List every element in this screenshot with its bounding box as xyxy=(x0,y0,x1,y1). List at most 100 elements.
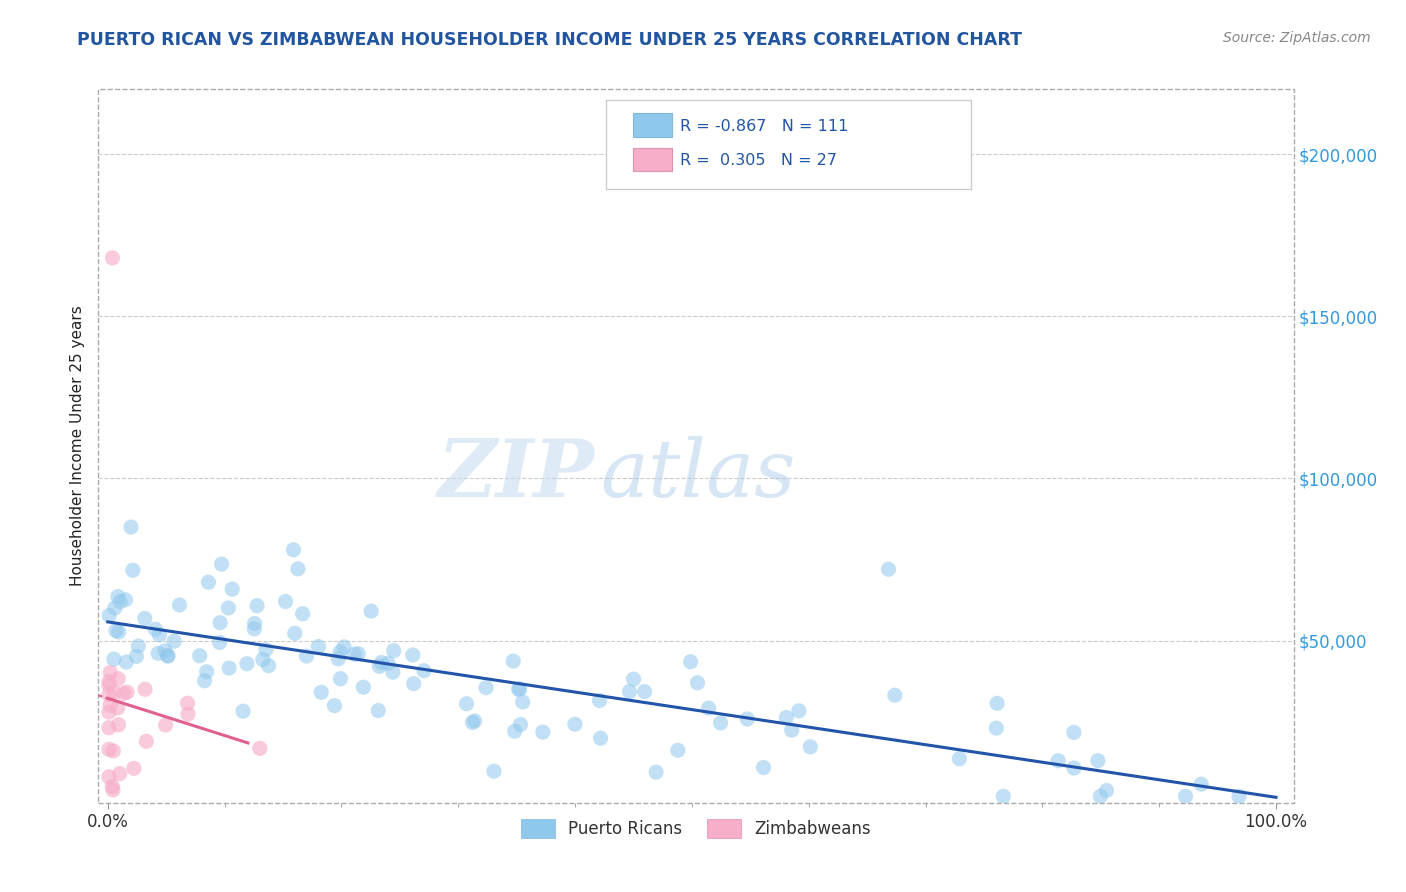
Point xyxy=(156,649,179,664)
Point xyxy=(145,622,167,636)
Point xyxy=(291,607,314,621)
Point xyxy=(329,672,352,686)
Point xyxy=(883,688,905,702)
Point xyxy=(243,616,266,631)
Point xyxy=(249,741,271,756)
Point xyxy=(134,611,156,625)
Point xyxy=(370,656,392,670)
Point xyxy=(105,624,128,638)
Point xyxy=(209,615,232,630)
Point xyxy=(274,594,297,608)
Point xyxy=(413,664,436,678)
Point xyxy=(114,592,136,607)
Point xyxy=(177,707,200,722)
Point xyxy=(103,744,125,758)
Point xyxy=(236,657,259,671)
Point xyxy=(623,672,645,686)
Point xyxy=(482,764,505,779)
Point xyxy=(148,628,170,642)
Text: R =  0.305   N = 27: R = 0.305 N = 27 xyxy=(681,153,838,168)
Point xyxy=(252,652,274,666)
Point xyxy=(360,604,382,618)
Point xyxy=(295,648,318,663)
Bar xyxy=(633,148,672,171)
Point xyxy=(352,680,374,694)
Point xyxy=(328,652,350,666)
FancyBboxPatch shape xyxy=(606,100,972,189)
Point xyxy=(211,557,233,571)
Point xyxy=(155,718,177,732)
Point xyxy=(343,647,366,661)
Point xyxy=(218,661,240,675)
Point xyxy=(508,682,530,697)
Point xyxy=(134,682,156,697)
Point xyxy=(107,718,129,732)
Point xyxy=(193,673,215,688)
Point xyxy=(589,731,612,746)
Point xyxy=(107,590,129,604)
Point xyxy=(153,644,176,658)
Point xyxy=(502,654,524,668)
Point xyxy=(329,645,352,659)
Point xyxy=(512,695,534,709)
Point xyxy=(1095,783,1118,797)
Point xyxy=(97,705,120,719)
Point xyxy=(246,599,269,613)
Point xyxy=(588,693,610,707)
Point xyxy=(456,697,478,711)
Legend: Puerto Ricans, Zimbabweans: Puerto Ricans, Zimbabweans xyxy=(515,812,877,845)
Point xyxy=(103,652,125,666)
Point xyxy=(307,640,329,654)
Point xyxy=(97,674,120,689)
Point xyxy=(993,789,1015,804)
Point xyxy=(877,562,900,576)
Point xyxy=(283,542,305,557)
Point xyxy=(697,701,720,715)
Point xyxy=(666,743,689,757)
Point xyxy=(948,752,970,766)
Point xyxy=(284,626,307,640)
Point xyxy=(257,658,280,673)
Point xyxy=(217,601,239,615)
Point xyxy=(197,575,219,590)
Point xyxy=(619,684,641,698)
Point xyxy=(633,684,655,698)
Text: atlas: atlas xyxy=(600,436,796,513)
Point xyxy=(775,710,797,724)
Point xyxy=(377,657,399,671)
Point xyxy=(686,675,709,690)
Point xyxy=(103,685,125,699)
Point xyxy=(107,672,129,686)
Point xyxy=(195,665,218,679)
Point xyxy=(188,648,211,663)
Point xyxy=(509,717,531,731)
Point xyxy=(503,724,526,739)
Point xyxy=(986,721,1008,735)
Point xyxy=(287,562,309,576)
Point xyxy=(127,639,149,653)
Point xyxy=(135,734,157,748)
Point xyxy=(1063,761,1085,775)
Point xyxy=(98,698,121,712)
Point xyxy=(148,646,170,660)
Point xyxy=(97,688,120,702)
Point xyxy=(115,685,138,699)
Point xyxy=(1063,725,1085,739)
Point xyxy=(108,766,131,780)
Point xyxy=(122,761,145,775)
Point xyxy=(176,696,198,710)
Point xyxy=(101,783,124,797)
Point xyxy=(101,251,124,265)
Point xyxy=(97,742,120,756)
Point xyxy=(98,608,121,623)
Point xyxy=(333,640,356,654)
Point xyxy=(799,739,821,754)
Point xyxy=(208,635,231,649)
Point xyxy=(531,725,554,739)
Point xyxy=(787,704,810,718)
Point xyxy=(464,714,486,728)
Point xyxy=(347,647,370,661)
Point xyxy=(107,624,129,639)
Point xyxy=(710,715,733,730)
Point xyxy=(163,634,186,648)
